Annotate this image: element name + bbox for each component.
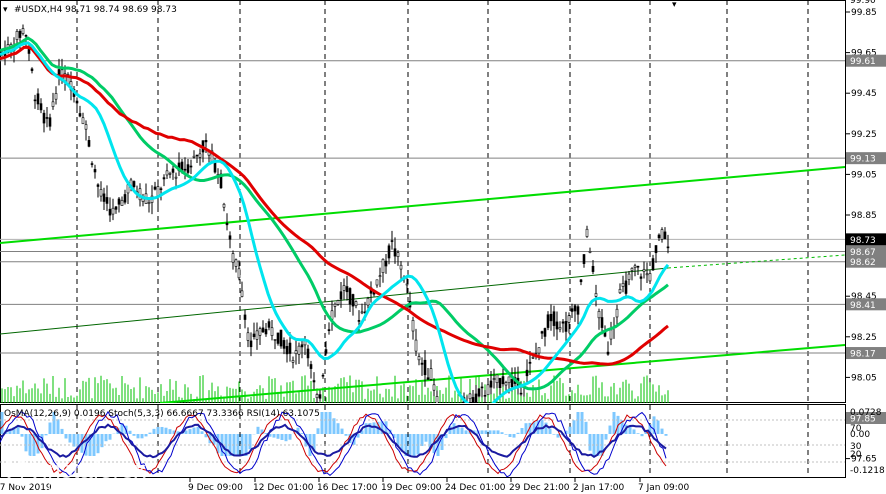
price-level-badge-label: 99.13 xyxy=(850,155,876,165)
price-level-badge xyxy=(846,255,886,268)
price-level-badge-label: 98.62 xyxy=(850,258,876,268)
time-axis-label: 19 Dec 09:00 xyxy=(381,483,442,493)
price-level-badge-label: 98.67 xyxy=(850,248,876,258)
price-axis: 99.8599.6599.4599.2599.0598.8598.6598.45… xyxy=(846,0,886,465)
watermark-tagline: Instant Forex Trading xyxy=(48,482,143,493)
symbol-header: #USDX,H4 98.71 98.74 98.69 98.73 xyxy=(14,5,177,15)
price-level-badge-label: 98.41 xyxy=(850,301,876,311)
price-tick-label: 98.85 xyxy=(851,211,877,221)
price-level-badge xyxy=(846,54,886,67)
time-axis-label: 24 Dec 01:00 xyxy=(445,483,506,493)
price-level-badge-label: 98.73 xyxy=(850,236,876,246)
watermark-brand: instaforex xyxy=(42,457,146,484)
candlestick-series xyxy=(0,24,670,403)
price-tick-label: 99.25 xyxy=(851,130,877,140)
scroll-arrow-icon[interactable]: ▾ xyxy=(672,0,677,10)
price-level-badge-label: 97.85 xyxy=(850,415,876,425)
rsi-line[interactable] xyxy=(0,423,667,459)
ma-green-line[interactable] xyxy=(0,36,669,391)
price-tick-label: 99.65 xyxy=(851,49,877,59)
indicator-tick-label: 70 xyxy=(850,424,862,434)
time-axis-label: 2 Jan 17:00 xyxy=(573,483,625,493)
price-tick-label-partial: 99.90 xyxy=(850,0,876,6)
price-tick-label: 99.05 xyxy=(851,170,877,180)
price-tick-label: 98.45 xyxy=(851,292,877,302)
instaforex-logo-icon xyxy=(5,453,39,487)
indicator-tick-label: 0.00 xyxy=(850,430,870,440)
price-level-badge xyxy=(846,233,886,246)
channel-upper-line[interactable] xyxy=(0,166,845,244)
price-tick-label: 99.85 xyxy=(851,8,877,18)
indicator-tick-label: 30 xyxy=(850,442,862,452)
price-tick-label: 97.65 xyxy=(851,455,877,465)
time-axis-label: 7 Jan 09:00 xyxy=(638,483,690,493)
price-tick-label: 99.45 xyxy=(851,89,877,99)
symbol-header-icon: ▾ xyxy=(3,5,8,15)
price-level-badge xyxy=(846,347,886,360)
main-plot-frame xyxy=(0,0,846,403)
channel-middle-line[interactable] xyxy=(0,267,669,335)
instaforex-watermark: instaforex Instant Forex Trading xyxy=(5,453,146,493)
price-level-badge-label: 98.17 xyxy=(850,350,876,360)
time-axis-label: 9 Dec 09:00 xyxy=(188,483,243,493)
indicator-tick-label: -0.1218 xyxy=(850,466,885,476)
price-level-badge xyxy=(846,298,886,311)
price-tick-label: 98.25 xyxy=(851,333,877,343)
indicator-levels xyxy=(0,419,845,463)
indicator-tick-label: 20 xyxy=(850,450,862,460)
time-axis-label: 27 Nov 2019 xyxy=(0,483,52,493)
moving-averages xyxy=(0,36,670,410)
price-tick-label: 98.05 xyxy=(851,373,877,383)
ma-red-line[interactable] xyxy=(0,45,669,366)
price-level-badge xyxy=(846,412,886,424)
time-axis-label: 16 Dec 17:00 xyxy=(317,483,378,493)
ma-cyan-line[interactable] xyxy=(0,41,670,410)
price-level-badge xyxy=(846,245,886,258)
price-level-badge-label: 99.61 xyxy=(850,57,876,67)
stoch-main-line[interactable] xyxy=(0,410,667,478)
indicator-header: OsMA(12,26,9) 0.0196 Stoch(5,3,3) 66.666… xyxy=(4,409,320,419)
price-level-badge xyxy=(846,152,886,165)
time-axis-label: 29 Dec 21:00 xyxy=(509,483,570,493)
indicator-tick-label: 0.0728 xyxy=(850,408,882,418)
time-axis-label: 12 Dec 01:00 xyxy=(253,483,314,493)
